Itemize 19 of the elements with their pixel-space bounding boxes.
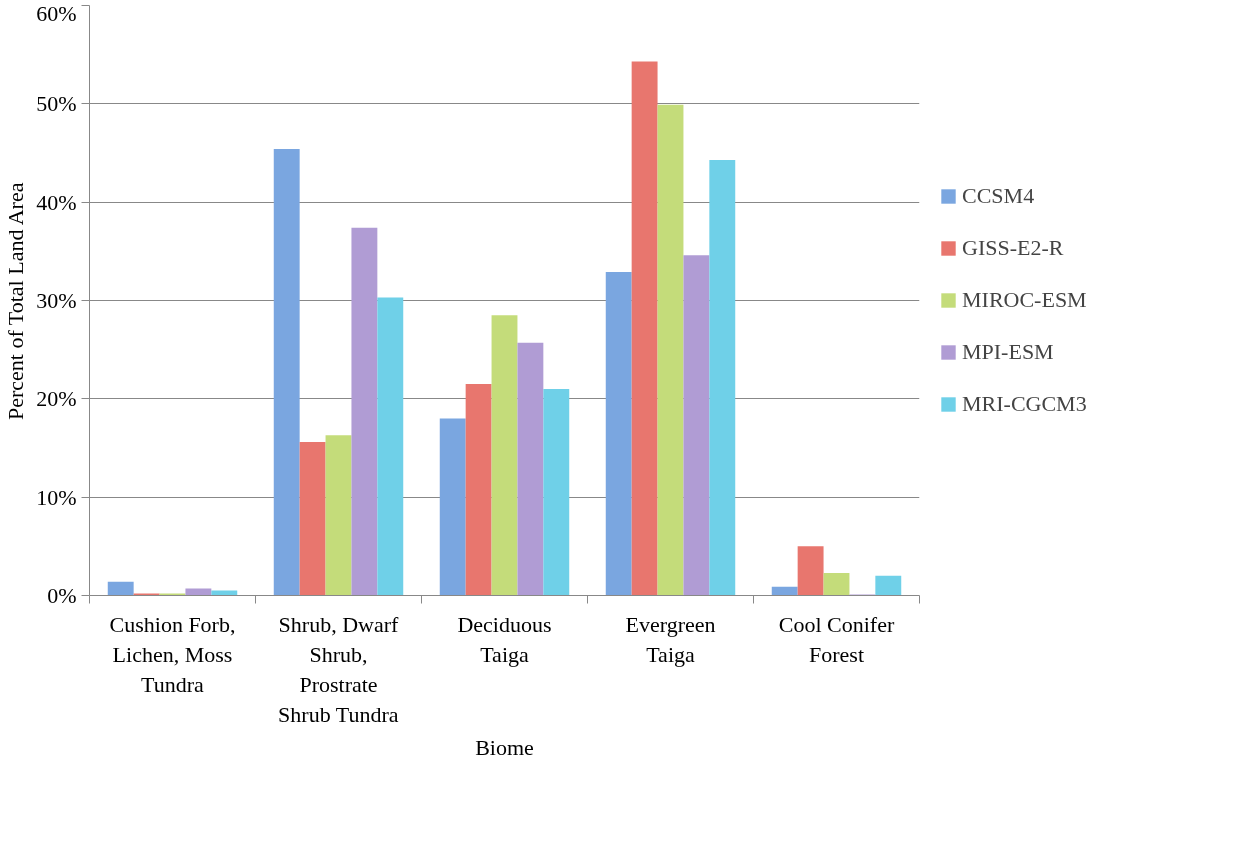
legend-label: MIROC-ESM [962, 287, 1087, 313]
legend-label: GISS-E2-R [962, 235, 1064, 261]
y-axis-title: Percent of Total Land Area [3, 182, 29, 421]
legend-label: MRI-CGCM3 [962, 391, 1087, 417]
legend-label: MPI-ESM [962, 339, 1054, 365]
y-tick-label: 10% [36, 484, 77, 510]
y-tick-label: 20% [36, 386, 77, 412]
legend-label: CCSM4 [962, 183, 1035, 209]
y-tick-label: 60% [36, 0, 77, 26]
x-tick-label: Shrub, Dwarf Shrub, Prostrate Shrub Tundra [278, 611, 400, 727]
y-tick-label: 30% [36, 288, 77, 313]
x-tick-label: Cool Conifer Forest [778, 611, 895, 667]
y-tick-label: 40% [36, 189, 77, 215]
y-tick-label: 50% [36, 91, 77, 117]
x-axis-title: Biome [475, 734, 534, 760]
x-tick-label: Evergreen Taiga [625, 611, 716, 667]
y-tick-label: 0% [47, 583, 77, 608]
x-tick-label: Cushion Forb, Lichen, Moss Tundra [109, 611, 236, 697]
x-tick-label: Deciduous Taiga [457, 611, 552, 667]
